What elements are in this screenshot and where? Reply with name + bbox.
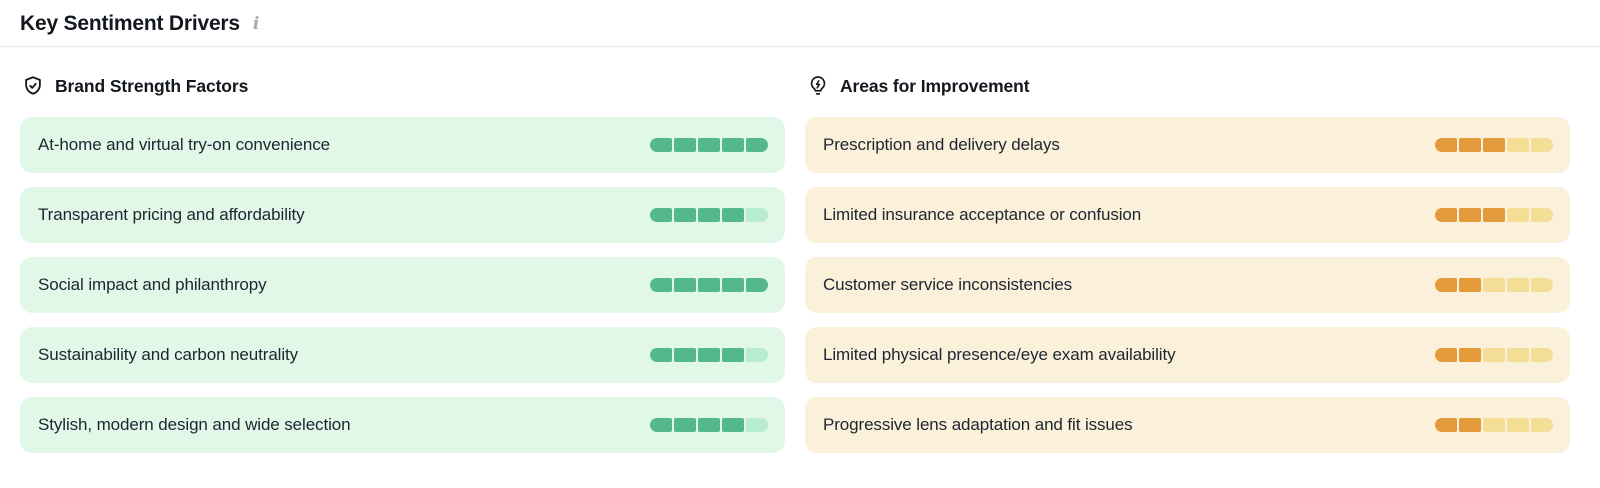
bar-segment xyxy=(1507,138,1529,152)
item-label: Progressive lens adaptation and fit issu… xyxy=(823,415,1133,434)
bar-segment xyxy=(1531,138,1553,152)
bar-segment xyxy=(650,278,672,292)
bar-segment xyxy=(1459,418,1481,432)
bar-segment xyxy=(722,418,744,432)
bar-segment xyxy=(698,208,720,222)
bar-segment xyxy=(1435,278,1457,292)
sentiment-score-bar xyxy=(650,138,768,152)
bar-segment xyxy=(1507,278,1529,292)
bar-segment xyxy=(650,418,672,432)
sentiment-score-bar xyxy=(1435,418,1553,432)
strength-item: Transparent pricing and affordability xyxy=(20,187,785,243)
panel-header: Key Sentiment Drivers i xyxy=(0,0,1600,46)
bar-segment xyxy=(746,418,768,432)
item-label: Sustainability and carbon neutrality xyxy=(38,345,299,364)
sentiment-score-bar xyxy=(650,418,768,432)
improvement-item: Customer service inconsistencies xyxy=(805,257,1570,313)
column-title: Brand Strength Factors xyxy=(55,75,249,96)
sentiment-score-bar xyxy=(1435,348,1553,362)
bar-segment xyxy=(650,208,672,222)
bar-segment xyxy=(674,208,696,222)
bar-segment xyxy=(674,278,696,292)
column-header-improvements: Areas for Improvement xyxy=(807,74,1570,98)
strength-item: At-home and virtual try-on convenience xyxy=(20,117,785,173)
strength-item: Stylish, modern design and wide selectio… xyxy=(20,397,785,453)
bar-segment xyxy=(698,348,720,362)
bar-segment xyxy=(650,138,672,152)
improvement-item: Limited insurance acceptance or confusio… xyxy=(805,187,1570,243)
bar-segment xyxy=(1435,348,1457,362)
improvement-item: Prescription and delivery delays xyxy=(805,117,1570,173)
bar-segment xyxy=(698,278,720,292)
sentiment-score-bar xyxy=(650,348,768,362)
item-label: Stylish, modern design and wide selectio… xyxy=(38,415,351,434)
sentiment-score-bar xyxy=(1435,208,1553,222)
bar-segment xyxy=(1507,208,1529,222)
item-label: Customer service inconsistencies xyxy=(823,275,1073,294)
bar-segment xyxy=(674,138,696,152)
bar-segment xyxy=(650,348,672,362)
bar-segment xyxy=(1435,208,1457,222)
bar-segment xyxy=(1483,418,1505,432)
bar-segment xyxy=(1507,418,1529,432)
bar-segment xyxy=(1459,138,1481,152)
bar-segment xyxy=(674,418,696,432)
sentiment-score-bar xyxy=(650,278,768,292)
bar-segment xyxy=(1531,208,1553,222)
bar-segment xyxy=(674,348,696,362)
item-label: Social impact and philanthropy xyxy=(38,275,267,294)
sentiment-drivers-panel: Brand Strength Factors At-home and virtu… xyxy=(0,47,1600,467)
bar-segment xyxy=(1483,348,1505,362)
bar-segment xyxy=(1531,278,1553,292)
column-areas-improvement: Areas for Improvement Prescription and d… xyxy=(805,74,1570,467)
item-label: At-home and virtual try-on convenience xyxy=(38,135,330,154)
improvement-item: Progressive lens adaptation and fit issu… xyxy=(805,397,1570,453)
header-divider xyxy=(0,46,1600,47)
bar-segment xyxy=(698,418,720,432)
bar-segment xyxy=(1483,138,1505,152)
bar-segment xyxy=(1531,418,1553,432)
bar-segment xyxy=(1459,278,1481,292)
improvement-item: Limited physical presence/eye exam avail… xyxy=(805,327,1570,383)
bar-segment xyxy=(1483,278,1505,292)
bar-segment xyxy=(746,138,768,152)
strength-item: Sustainability and carbon neutrality xyxy=(20,327,785,383)
bar-segment xyxy=(698,138,720,152)
bar-segment xyxy=(1459,348,1481,362)
item-label: Transparent pricing and affordability xyxy=(38,205,305,224)
item-label: Prescription and delivery delays xyxy=(823,135,1060,154)
bar-segment xyxy=(746,278,768,292)
info-icon[interactable]: i xyxy=(252,13,260,34)
shield-check-icon xyxy=(22,75,44,97)
sentiment-score-bar xyxy=(650,208,768,222)
bar-segment xyxy=(1459,208,1481,222)
bar-segment xyxy=(746,348,768,362)
bar-segment xyxy=(722,348,744,362)
bar-segment xyxy=(722,278,744,292)
column-title: Areas for Improvement xyxy=(840,75,1030,96)
bar-segment xyxy=(1531,348,1553,362)
item-label: Limited physical presence/eye exam avail… xyxy=(823,345,1176,364)
bar-segment xyxy=(1435,418,1457,432)
lightbulb-bolt-icon xyxy=(807,75,829,97)
bar-segment xyxy=(722,138,744,152)
strength-item: Social impact and philanthropy xyxy=(20,257,785,313)
column-brand-strength: Brand Strength Factors At-home and virtu… xyxy=(20,74,785,467)
item-label: Limited insurance acceptance or confusio… xyxy=(823,205,1142,224)
page-title: Key Sentiment Drivers xyxy=(20,12,240,35)
sentiment-score-bar xyxy=(1435,278,1553,292)
bar-segment xyxy=(1435,138,1457,152)
bar-segment xyxy=(1483,208,1505,222)
bar-segment xyxy=(1507,348,1529,362)
bar-segment xyxy=(722,208,744,222)
bar-segment xyxy=(746,208,768,222)
column-header-strengths: Brand Strength Factors xyxy=(22,74,785,98)
sentiment-score-bar xyxy=(1435,138,1553,152)
